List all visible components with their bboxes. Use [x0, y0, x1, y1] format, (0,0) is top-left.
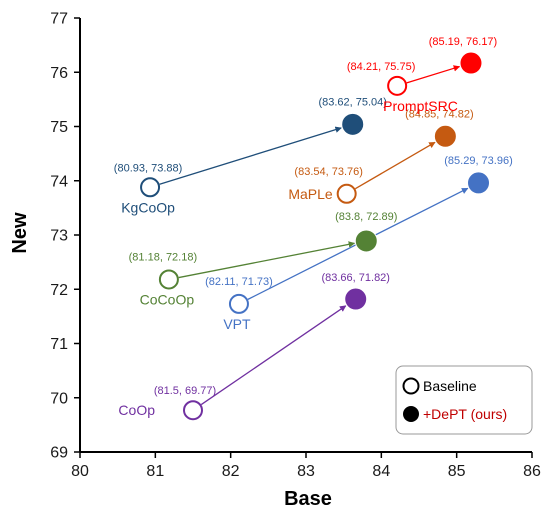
x-tick-label: 80 — [71, 463, 89, 480]
vpt-dept-label: (85.29, 73.96) — [444, 155, 513, 167]
promptsrc-method-label: PromptSRC — [383, 98, 458, 114]
y-tick-label: 72 — [50, 282, 68, 299]
legend: Baseline +DePT (ours) — [395, 365, 533, 435]
maple-dept-point — [433, 124, 457, 148]
x-tick-label: 83 — [297, 463, 315, 480]
vpt-dept-point — [467, 171, 491, 195]
coop-dept-point — [344, 287, 368, 311]
coop-dept-label: (83.66, 71.82) — [321, 272, 390, 284]
cocoop-baseline-label: (81.18, 72.18) — [129, 251, 198, 263]
y-tick-label: 71 — [50, 336, 68, 353]
cocoop-baseline-point — [158, 269, 179, 290]
y-tick-label: 76 — [50, 65, 68, 82]
y-tick-label: 69 — [50, 445, 68, 462]
kgcoop-baseline-label: (80.93, 73.88) — [114, 162, 183, 174]
coop-method-label: CoOp — [118, 402, 155, 418]
legend-hollow-marker — [402, 377, 420, 395]
cocoop-arrow — [178, 241, 356, 279]
kgcoop-dept-point — [341, 112, 365, 136]
y-tick-label: 75 — [50, 119, 68, 136]
x-tick-label: 86 — [523, 463, 541, 480]
maple-method-label: MaPLe — [288, 186, 333, 202]
x-axis-title: Base — [284, 488, 332, 510]
y-tick-label: 70 — [50, 390, 68, 407]
legend-box — [395, 365, 533, 435]
y-tick-label: 74 — [50, 173, 68, 190]
coop-arrow — [200, 305, 347, 406]
maple-baseline-point — [336, 183, 357, 204]
legend-baseline-label: Baseline — [423, 378, 477, 394]
x-tick-label: 82 — [222, 463, 240, 480]
maple-arrow — [354, 141, 436, 190]
legend-dept-label: +DePT (ours) — [423, 406, 507, 422]
x-tick-label: 84 — [372, 463, 390, 480]
y-tick-label: 77 — [50, 11, 68, 28]
data-labels: (81.5, 69.77) (83.66, 71.82) CoOp (82.11, 7… — [114, 36, 513, 418]
maple-dept-label: (84.85, 74.82) — [405, 108, 474, 120]
promptsrc-dept-point — [459, 51, 483, 75]
promptsrc-arrow — [406, 65, 461, 84]
cocoop-dept-point — [354, 229, 378, 253]
cocoop-dept-label: (83.8, 72.89) — [335, 211, 397, 223]
x-tick-label: 81 — [146, 463, 164, 480]
promptsrc-dept-label: (85.19, 76.17) — [429, 36, 498, 48]
x-tick-label: 85 — [448, 463, 466, 480]
promptsrc-baseline-point — [387, 75, 408, 96]
vpt-baseline-label: (82.11, 71.73) — [205, 276, 273, 288]
axis-ticks: 80 81 82 83 84 85 86 69 70 71 72 73 74 75 76 77 — [50, 11, 541, 481]
coop-baseline-label: (81.5, 69.77) — [154, 385, 216, 397]
legend-filled-marker — [403, 406, 419, 422]
y-axis-title: New — [9, 212, 31, 254]
vpt-baseline-point — [228, 293, 249, 314]
arrows — [159, 65, 469, 406]
kgcoop-arrow — [159, 126, 342, 185]
kgcoop-method-label: KgCoOp — [121, 199, 175, 215]
maple-baseline-label: (83.54, 73.76) — [294, 166, 363, 178]
y-tick-label: 73 — [50, 228, 68, 245]
kgcoop-baseline-point — [140, 177, 161, 198]
vpt-method-label: VPT — [223, 316, 251, 332]
cocoop-method-label: CoCoOp — [140, 291, 195, 307]
coop-baseline-point — [183, 400, 203, 421]
kgcoop-dept-label: (83.62, 75.04) — [318, 96, 387, 108]
promptsrc-baseline-label: (84.21, 75.75) — [347, 61, 416, 73]
data-points — [140, 51, 491, 421]
